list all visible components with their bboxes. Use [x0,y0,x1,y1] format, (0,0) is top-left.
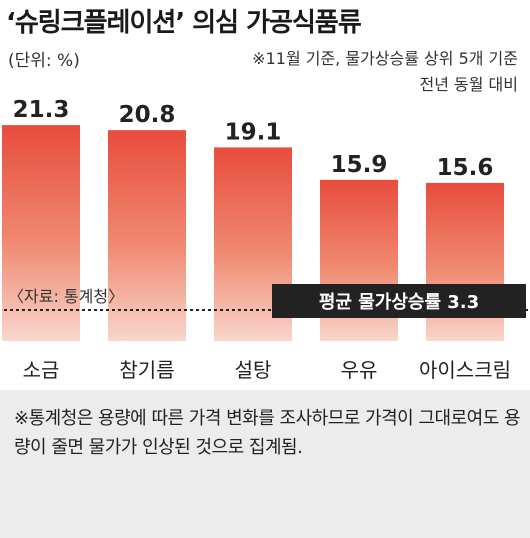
value-label-4: 15.9 [331,152,388,178]
average-label: 평균 물가상승률 3.3 [319,292,479,313]
footnote-text: ※통계청은 용량에 따른 가격 변화를 조사하므로 가격이 그대로여도 용량이 … [14,408,521,458]
average-label-box [272,284,526,318]
note-line-1: ※11월 기준, 물가상승률 상위 5개 기준 [252,49,518,68]
category-label-1: 소금 [23,358,60,382]
category-label-5: 아이스크림 [419,358,511,382]
value-label-1: 21.3 [13,97,70,123]
category-label-2: 참기름 [119,358,174,382]
bar-chart: 21.3 20.8 19.1 15.9 15.6 소금 참기름 설탕 우유 아이스크림 평균 물… [2,97,528,382]
chart-title: ‘슈링크플레이션’ 의심 가공식품류 [6,8,362,38]
value-label-3: 19.1 [225,119,282,145]
source-label: 〈자료: 통계청〉 [8,287,124,306]
value-label-5: 15.6 [437,155,494,181]
note-line-2: 전년 동월 대비 [419,75,519,94]
footnote-box: ※통계청은 용량에 따른 가격 변화를 조사하므로 가격이 그대로여도 용량이 … [0,390,530,538]
value-label-2: 20.8 [119,102,176,128]
bar-1 [2,125,80,341]
chart-note: ※11월 기준, 물가상승률 상위 5개 기준 전년 동월 대비 [252,46,518,98]
unit-label: (단위: %) [8,51,80,71]
category-label-3: 설탕 [235,358,272,382]
bar-2 [108,130,186,341]
category-label-4: 우유 [341,358,378,382]
